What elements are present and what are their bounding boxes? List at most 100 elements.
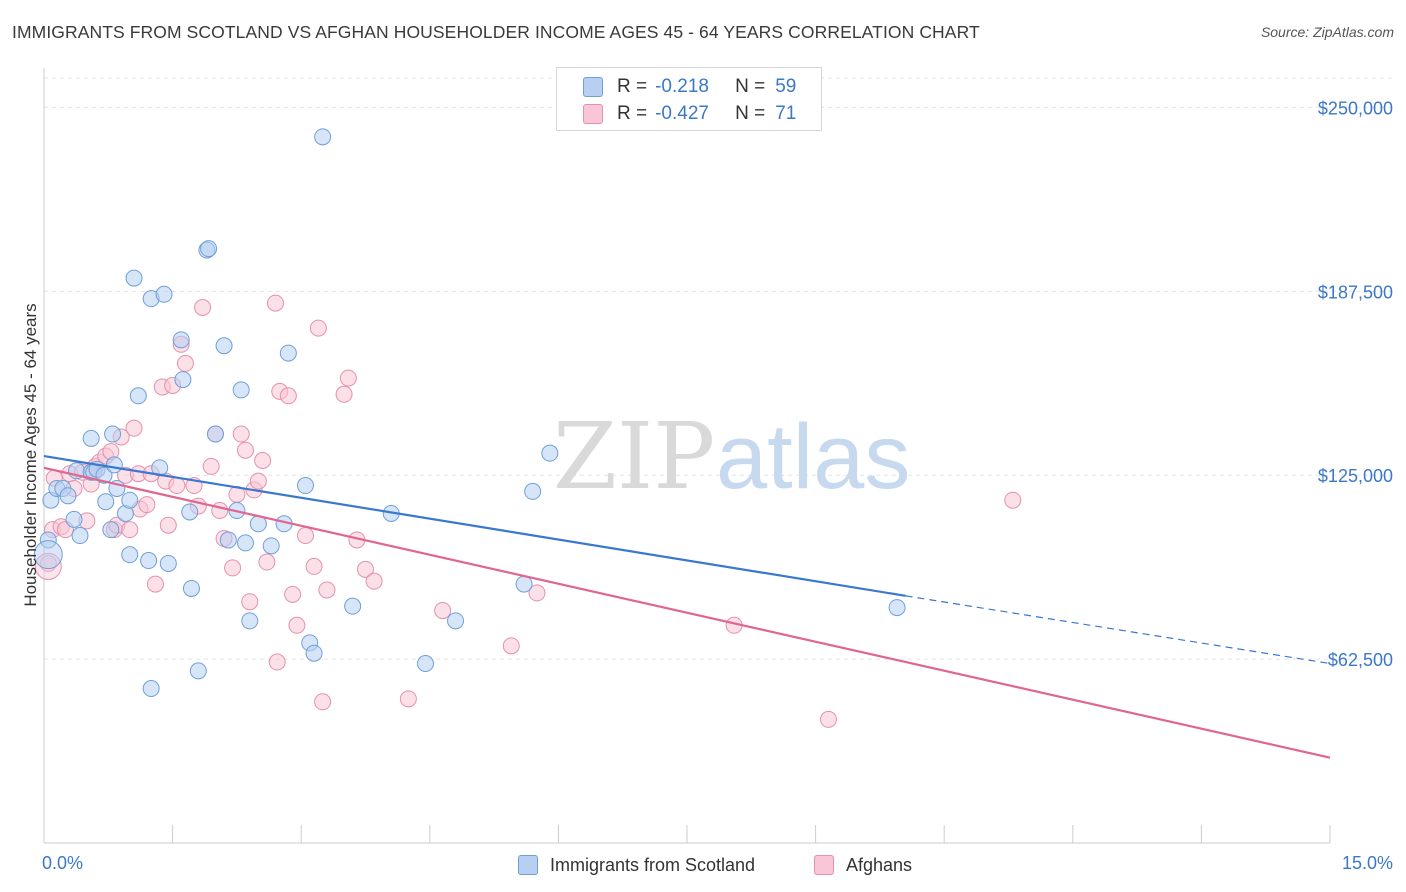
- afghan-point: [121, 521, 139, 539]
- scotland-point: [215, 337, 233, 355]
- bottom-legend-afghan: Afghans: [814, 852, 912, 878]
- scotland-point: [140, 552, 158, 570]
- afghan-point: [125, 419, 143, 437]
- scotland-point: [241, 612, 259, 630]
- x-tick-label: 15.0%: [1342, 853, 1393, 873]
- scotland-point: [125, 269, 143, 287]
- scotland-point: [200, 240, 218, 258]
- afghan-point: [309, 319, 327, 337]
- bottom-swatch-afghan: [814, 855, 834, 875]
- afghan-point: [194, 299, 212, 316]
- legend-r-value: -0.218: [655, 76, 709, 97]
- axes: [43, 68, 1331, 844]
- y-tick-label: $125,000: [1318, 466, 1393, 486]
- source-label: Source: ZipAtlas.com: [1260, 24, 1394, 40]
- watermark-zip: ZIP: [553, 403, 715, 510]
- scotland-point: [82, 429, 100, 447]
- y-tick-label: $187,500: [1318, 282, 1393, 302]
- afghan-point: [365, 572, 383, 590]
- afghan-point: [434, 602, 452, 620]
- afghan-point: [236, 441, 254, 459]
- scotland-point: [33, 540, 63, 570]
- scotland-point: [206, 425, 224, 443]
- scotland-point: [296, 477, 314, 495]
- scotland-point: [174, 371, 192, 389]
- chart-title: IMMIGRANTS FROM SCOTLAND VS AFGHAN HOUSE…: [12, 22, 980, 42]
- legend-n-label: N =: [735, 76, 766, 97]
- scotland-point: [447, 612, 465, 630]
- scotland-trend-extension: [905, 595, 1331, 665]
- scotland-point: [524, 482, 542, 500]
- scotland-point: [305, 644, 323, 662]
- scotland-point: [121, 491, 139, 509]
- legend-n-value: 59: [775, 76, 797, 97]
- legend: R = -0.218 N = 59 R = -0.427 N = 71: [556, 67, 822, 131]
- bottom-legend-label-scotland: Immigrants from Scotland: [550, 854, 756, 875]
- afghan-point: [502, 637, 520, 655]
- scotland-points: [33, 128, 906, 698]
- bottom-swatch-scotland: [518, 855, 538, 875]
- scotland-point: [279, 344, 297, 362]
- afghan-point: [284, 585, 302, 603]
- afghan-point: [528, 584, 546, 602]
- scotland-point: [95, 466, 113, 484]
- afghan-point: [305, 557, 323, 575]
- afghan-point: [279, 387, 297, 405]
- scotland-point: [236, 534, 254, 552]
- afghan-point: [176, 354, 194, 372]
- scotland-point: [65, 510, 83, 528]
- afghan-point: [268, 653, 286, 671]
- scotland-point: [59, 487, 77, 505]
- scotland-point: [97, 493, 115, 511]
- afghan-point: [254, 452, 272, 469]
- afghan-point: [202, 457, 220, 475]
- scotland-point: [417, 655, 435, 673]
- scotland-point: [104, 425, 122, 443]
- scotland-point: [182, 579, 200, 597]
- afghan-point: [296, 527, 314, 545]
- afghan-trend-line: [43, 466, 1331, 759]
- legend-swatch-afghan: [583, 104, 603, 124]
- y-axis-label: Householder Income Ages 45 - 64 years: [21, 303, 40, 606]
- scotland-trend-line: [43, 455, 906, 597]
- afghan-points: [34, 294, 1022, 728]
- scotland-point: [142, 680, 160, 698]
- afghan-point: [399, 690, 417, 708]
- scotland-point: [344, 597, 362, 615]
- scotland-point: [105, 456, 123, 474]
- scotland-point: [219, 531, 237, 549]
- afghan-point: [339, 369, 357, 387]
- scotland-point: [515, 575, 533, 593]
- scotland-point: [314, 128, 332, 146]
- afghan-point: [266, 294, 284, 312]
- legend-r-label: R =: [617, 103, 648, 124]
- scotland-point: [262, 537, 280, 555]
- legend-r-label: R =: [617, 76, 648, 97]
- afghan-point: [146, 575, 164, 593]
- scotland-point: [541, 444, 559, 462]
- scotland-point: [159, 554, 177, 572]
- afghan-point: [314, 693, 332, 711]
- scotland-point: [129, 387, 147, 405]
- afghan-point: [819, 710, 837, 728]
- afghan-point: [249, 472, 267, 490]
- afghan-point: [288, 616, 306, 634]
- afghan-point: [232, 425, 250, 443]
- bottom-legend-scotland: Immigrants from Scotland: [518, 852, 755, 878]
- afghan-point: [1004, 491, 1022, 509]
- legend-n-value: 71: [775, 103, 797, 124]
- grid-lines: [44, 77, 1395, 660]
- afghan-point: [335, 385, 353, 403]
- legend-row-afghan: R = -0.427 N = 71: [557, 101, 796, 127]
- scotland-point: [189, 662, 207, 680]
- afghan-point: [224, 559, 242, 577]
- legend-n-label: N =: [735, 103, 766, 124]
- scotland-point: [232, 381, 250, 399]
- bottom-legend-label-afghan: Afghans: [846, 854, 913, 875]
- tick-labels: $62,500 $125,000 $187,500 $250,000 0.0% 15.0%: [42, 98, 1393, 873]
- afghan-point: [318, 581, 336, 599]
- afghan-point: [357, 560, 374, 578]
- scotland-point: [102, 521, 120, 539]
- legend-swatch-scotland: [583, 77, 603, 97]
